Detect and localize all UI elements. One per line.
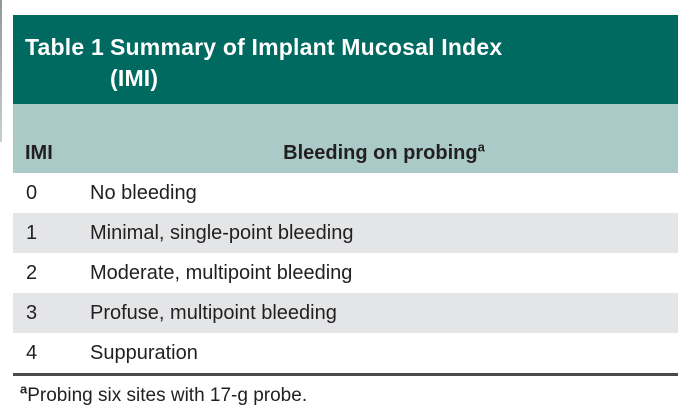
table-1-card: Table 1 Summary of Implant Mucosal Index…	[13, 15, 678, 407]
imi-score-cell: 0	[26, 181, 38, 204]
column-header-footnote-marker: a	[477, 139, 485, 155]
imi-score-cell: 3	[26, 301, 38, 324]
imi-score-cell: 2	[26, 261, 38, 284]
column-header-imi: IMI	[25, 142, 53, 164]
table-title-line1: Summary of Implant Mucosal Index	[110, 34, 503, 60]
description-cell: Minimal, single-point bleeding	[90, 221, 354, 244]
description-cell: No bleeding	[90, 181, 197, 204]
table-row: 1 Minimal, single-point bleeding	[13, 213, 678, 253]
table-number-label: Table 1	[25, 34, 104, 60]
description-cell: Moderate, multipoint bleeding	[90, 261, 353, 284]
table-title: Summary of Implant Mucosal Index (IMI)	[110, 32, 668, 104]
table-row: 0 No bleeding	[13, 173, 678, 213]
column-header-band: IMI Bleeding on probinga	[13, 104, 678, 173]
footnote-text: Probing six sites with 17-g probe.	[27, 385, 308, 406]
column-header-description-text: Bleeding on probing	[283, 142, 478, 164]
description-cell: Suppuration	[90, 341, 198, 364]
imi-score-cell: 1	[26, 221, 38, 244]
table-footnote: aProbing six sites with 17-g probe.	[13, 376, 678, 407]
scan-artifact-line	[0, 0, 2, 142]
table-title-bar: Table 1 Summary of Implant Mucosal Index…	[13, 15, 678, 104]
table-row: 3 Profuse, multipoint bleeding	[13, 293, 678, 333]
footnote-marker: a	[20, 381, 28, 397]
description-cell: Profuse, multipoint bleeding	[90, 301, 337, 324]
table-title-line2: (IMI)	[110, 65, 159, 91]
imi-score-cell: 4	[26, 341, 38, 364]
table-body: 0 No bleeding 1 Minimal, single-point bl…	[13, 173, 678, 373]
table-row: 4 Suppuration	[13, 333, 678, 373]
column-header-description: Bleeding on probinga	[90, 139, 678, 165]
table-row: 2 Moderate, multipoint bleeding	[13, 253, 678, 293]
table-bottom-rule	[13, 373, 678, 376]
